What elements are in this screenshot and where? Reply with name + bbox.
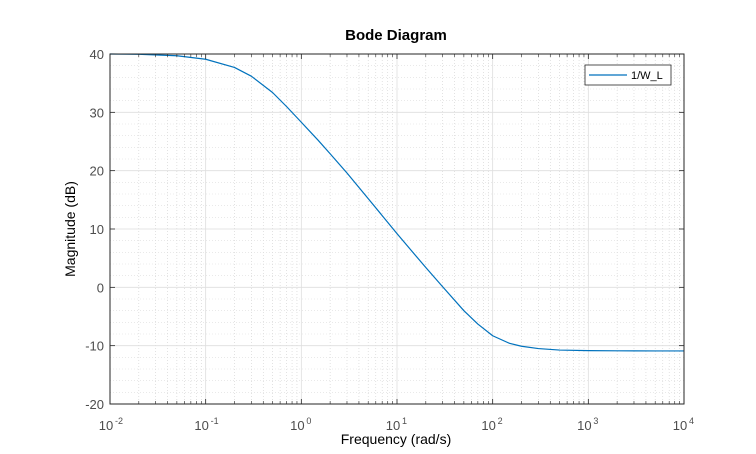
y-tick-label: -10 <box>85 339 104 354</box>
major-grid <box>110 54 684 404</box>
x-axis-label: Frequency (rad/s) <box>341 431 451 447</box>
y-tick-label: 10 <box>90 222 104 237</box>
x-tick-label: 10 <box>194 418 208 433</box>
x-tick-exponent: 3 <box>593 416 598 426</box>
x-tick-label: 10 <box>386 418 400 433</box>
legend-label: 1/W_L <box>631 70 663 82</box>
axis-ticks <box>109 53 685 405</box>
y-tick-label: 30 <box>90 105 104 120</box>
x-tick-exponent: 2 <box>498 416 503 426</box>
y-tick-label: 0 <box>97 280 104 295</box>
x-tick-label: 10 <box>481 418 495 433</box>
y-axis-label: Magnitude (dB) <box>62 181 78 277</box>
x-tick-exponent: -2 <box>115 416 123 426</box>
x-tick-exponent: 4 <box>689 416 694 426</box>
x-tick-labels: 10 -2 10 -1 10 0 10 1 10 2 10 3 10 4 <box>99 416 694 433</box>
series-layer <box>109 53 684 352</box>
x-tick-label: 10 <box>290 418 304 433</box>
chart-title: Bode Diagram <box>345 27 447 44</box>
y-tick-label: 20 <box>90 164 104 179</box>
y-tick-label: -20 <box>85 397 104 412</box>
x-tick-exponent: -1 <box>211 416 219 426</box>
y-tick-labels: 40 30 20 10 0 -10 -20 <box>85 47 104 412</box>
y-tick-label: 40 <box>90 47 104 62</box>
x-tick-label: 10 <box>99 418 113 433</box>
legend-box <box>584 64 672 86</box>
x-tick-label: 10 <box>577 418 591 433</box>
legend: 1/W_L <box>584 64 672 86</box>
x-tick-label: 10 <box>673 418 687 433</box>
x-tick-exponent: 0 <box>306 416 311 426</box>
series-line-0 <box>109 53 684 352</box>
x-tick-exponent: 1 <box>402 416 407 426</box>
